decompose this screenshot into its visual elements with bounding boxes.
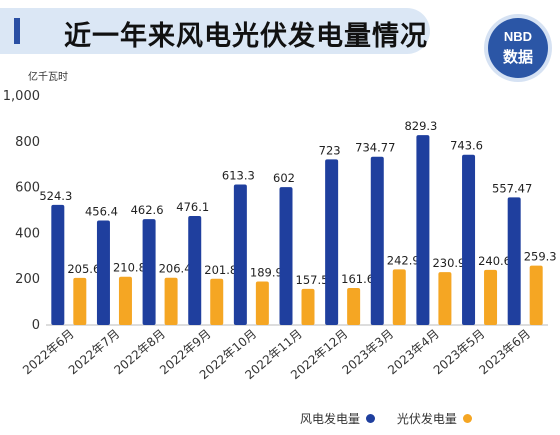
bar-solar (210, 278, 224, 325)
data-label-solar: 157.5 (296, 273, 329, 287)
y-tick-label: 1,000 (3, 89, 40, 104)
bar-solar (73, 277, 87, 325)
bar-solar (255, 281, 269, 325)
data-label-wind: 602 (273, 171, 295, 185)
bar-wind (51, 204, 65, 325)
data-label-wind: 829.3 (404, 119, 437, 133)
y-tick-label: 400 (15, 226, 40, 241)
data-label-solar: 206.4 (159, 262, 192, 276)
data-label-wind: 524.3 (39, 189, 72, 203)
bar-wind (233, 184, 247, 325)
legend-label-solar: 光伏发电量 (396, 412, 457, 426)
bar-wind (507, 197, 521, 325)
bar-solar (529, 265, 543, 325)
x-tick-label: 2023年6月 (476, 327, 533, 378)
data-label-solar: 230.9 (432, 256, 465, 270)
y-tick-label: 600 (15, 181, 40, 196)
bar-solar (484, 269, 498, 325)
bar-wind (279, 187, 293, 325)
data-label-solar: 205.6 (67, 262, 100, 276)
bar-wind (325, 159, 339, 325)
y-tick-label: 0 (32, 318, 40, 333)
data-label-solar: 240.6 (478, 254, 511, 268)
bar-solar (392, 269, 406, 325)
y-axis-unit: 亿千瓦时 (28, 72, 68, 83)
bar-wind (416, 135, 430, 325)
bar-solar (347, 287, 361, 325)
bar-solar (118, 276, 132, 325)
data-label-wind: 613.3 (222, 169, 255, 183)
y-tick-label: 800 (15, 135, 40, 150)
data-label-wind: 462.6 (131, 203, 164, 217)
data-label-wind: 734.77 (355, 141, 395, 155)
legend-label-wind: 风电发电量 (300, 412, 361, 426)
data-label-solar: 259.3 (524, 250, 557, 264)
data-label-wind: 743.6 (450, 139, 483, 153)
logo-text-top: NBD (503, 29, 533, 44)
data-label-solar: 201.8 (204, 263, 237, 277)
data-label-wind: 723 (319, 143, 341, 157)
title-banner (0, 8, 430, 54)
chart-legend: 风电发电量 光伏发电量 (300, 410, 490, 430)
bar-solar (438, 272, 452, 325)
nbd-logo: NBD 数据 (488, 18, 548, 78)
legend-item-wind: 风电发电量 (300, 410, 376, 427)
legend-swatch-solar (462, 414, 472, 423)
data-label-wind: 476.1 (176, 200, 209, 214)
bar-wind (462, 154, 476, 325)
legend-swatch-wind (366, 414, 376, 423)
chart-title: 近一年来风电光伏发电量情况 (64, 21, 428, 52)
bar-wind (96, 220, 110, 325)
bar-wind (142, 219, 156, 325)
title-accent-bar (14, 18, 20, 44)
bar-wind (370, 156, 384, 325)
bar-solar (164, 277, 178, 325)
data-label-wind: 557.47 (492, 181, 532, 195)
bar-solar (301, 288, 315, 325)
data-label-solar: 189.9 (250, 266, 283, 280)
data-label-solar: 210.8 (113, 261, 146, 275)
logo-text-bottom: 数据 (502, 48, 533, 66)
data-label-solar: 242.9 (387, 253, 420, 267)
bar-wind (188, 215, 202, 325)
data-label-wind: 456.4 (85, 204, 118, 218)
y-tick-label: 200 (15, 272, 40, 287)
legend-item-solar: 光伏发电量 (397, 410, 472, 427)
data-label-solar: 161.6 (341, 272, 374, 286)
